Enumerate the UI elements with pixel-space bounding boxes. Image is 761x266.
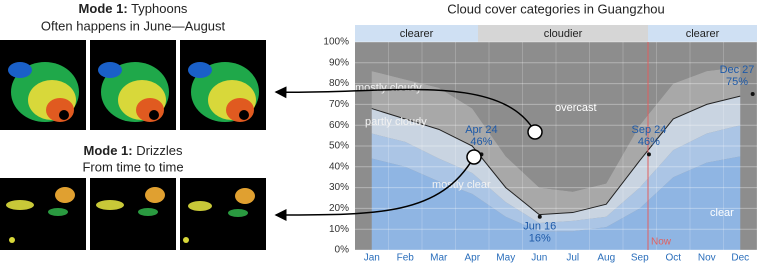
y-tick-label: 30% bbox=[329, 182, 349, 193]
y-tick-label: 80% bbox=[329, 78, 349, 89]
y-tick-label: 100% bbox=[323, 37, 349, 48]
x-tick-label: Nov bbox=[698, 253, 716, 264]
annotation-value: 75% bbox=[726, 76, 748, 88]
area bbox=[371, 125, 741, 232]
annotation-date: Jun 16 bbox=[523, 221, 556, 233]
y-tick-label: 0% bbox=[335, 245, 350, 256]
series-label: mostly clear bbox=[432, 179, 491, 191]
x-tick-label: Apr bbox=[464, 253, 480, 264]
y-tick-label: 20% bbox=[329, 203, 349, 214]
area bbox=[371, 66, 741, 215]
annotation-dot bbox=[537, 214, 542, 219]
area bbox=[371, 96, 741, 223]
band-label: cloudier bbox=[544, 28, 583, 40]
x-tick-label: Mar bbox=[430, 253, 448, 264]
band-label: clearer bbox=[400, 28, 434, 40]
panel-title-bold: Mode 1: bbox=[79, 1, 128, 16]
x-tick-label: Aug bbox=[597, 253, 615, 264]
x-tick-label: Oct bbox=[665, 253, 681, 264]
y-tick-label: 60% bbox=[329, 120, 349, 131]
boundary-line bbox=[371, 95, 741, 216]
series-label: clear bbox=[710, 207, 734, 219]
annotation-value: 16% bbox=[529, 233, 551, 245]
series-label: overcast bbox=[555, 102, 597, 114]
x-tick-label: Sep bbox=[631, 253, 649, 264]
band bbox=[478, 25, 648, 42]
plot: clearer cloudier clearer 0% 10% 20% 30% 40% 50% 6… bbox=[323, 25, 758, 264]
panel-title-bold: Mode 1: bbox=[84, 143, 133, 158]
panel-title: Mode 1: Drizzles bbox=[84, 143, 183, 158]
annotation-date: Sep 24 bbox=[631, 124, 666, 136]
panel-title: Mode 1: Typhoons bbox=[79, 1, 188, 16]
band bbox=[648, 25, 757, 42]
x-tick-label: May bbox=[496, 253, 515, 264]
y-tick-label: 10% bbox=[329, 224, 349, 235]
annotation-date: Apr 24 bbox=[465, 124, 497, 136]
annotation-dot bbox=[646, 152, 651, 157]
drizzle-images bbox=[0, 178, 266, 250]
now-label: Now bbox=[651, 237, 672, 248]
band bbox=[355, 25, 478, 42]
y-tick-label: 90% bbox=[329, 57, 349, 68]
x-tick-label: Jun bbox=[531, 253, 547, 264]
typhoon-images bbox=[0, 40, 266, 130]
band-label: clearer bbox=[686, 28, 720, 40]
x-tick-label: Dec bbox=[731, 253, 749, 264]
arrows bbox=[274, 86, 543, 221]
y-tick-label: 70% bbox=[329, 99, 349, 110]
panel-subtitle: From time to time bbox=[82, 159, 183, 174]
chart-title: Cloud cover categories in Guangzhou bbox=[447, 1, 665, 16]
annotation-value: 46% bbox=[470, 136, 492, 148]
annotation-value: 46% bbox=[638, 136, 660, 148]
series-label: partly cloudy bbox=[365, 116, 427, 128]
annotation-date: Dec 27 bbox=[720, 64, 755, 76]
x-tick-label: Jul bbox=[566, 253, 579, 264]
annotation-dot bbox=[750, 92, 755, 96]
panel-title-text: Drizzles bbox=[136, 143, 183, 158]
x-tick-label: Feb bbox=[397, 253, 415, 264]
x-tick-label: Jan bbox=[364, 253, 380, 264]
y-tick-label: 50% bbox=[329, 141, 349, 152]
y-tick-label: 40% bbox=[329, 161, 349, 172]
series-label: mostly cloudy bbox=[355, 82, 422, 94]
panel-subtitle: Often happens in June—August bbox=[41, 18, 226, 33]
panel-title-text: Typhoons bbox=[131, 1, 188, 16]
